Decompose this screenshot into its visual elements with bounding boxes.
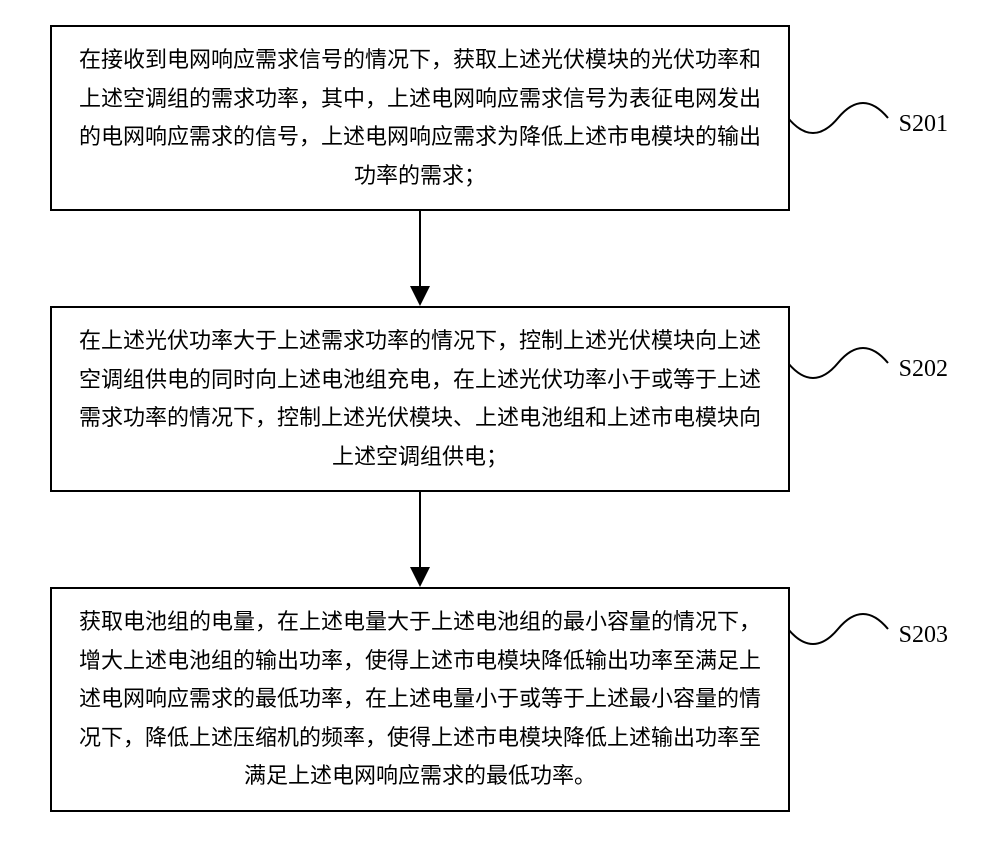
connector-curve-icon <box>788 88 948 148</box>
step-box-s202: 在上述光伏功率大于上述需求功率的情况下，控制上述光伏模块向上述空调组供电的同时向… <box>50 306 790 492</box>
arrow-line-icon <box>419 492 421 567</box>
step-text: 获取电池组的电量，在上述电量大于上述电池组的最小容量的情况下，增大上述电池组的输… <box>79 609 761 788</box>
arrow-s201-s202 <box>50 211 790 306</box>
step-text: 在接收到电网响应需求信号的情况下，获取上述光伏模块的光伏功率和上述空调组的需求功… <box>79 47 761 188</box>
arrow-s202-s203 <box>50 492 790 587</box>
step-box-s201: 在接收到电网响应需求信号的情况下，获取上述光伏模块的光伏功率和上述空调组的需求功… <box>50 25 790 211</box>
connector-curve-icon <box>788 333 948 393</box>
flowchart-container: 在接收到电网响应需求信号的情况下，获取上述光伏模块的光伏功率和上述空调组的需求功… <box>50 25 950 812</box>
step-text: 在上述光伏功率大于上述需求功率的情况下，控制上述光伏模块向上述空调组供电的同时向… <box>79 328 761 469</box>
arrow-line-icon <box>419 211 421 286</box>
arrow-head-icon <box>410 286 430 306</box>
step-label: S201 <box>899 103 948 145</box>
connector-curve-icon <box>788 599 948 659</box>
step-box-s203: 获取电池组的电量，在上述电量大于上述电池组的最小容量的情况下，增大上述电池组的输… <box>50 587 790 812</box>
step-label: S203 <box>899 614 948 656</box>
step-label: S202 <box>899 348 948 390</box>
arrow-head-icon <box>410 567 430 587</box>
